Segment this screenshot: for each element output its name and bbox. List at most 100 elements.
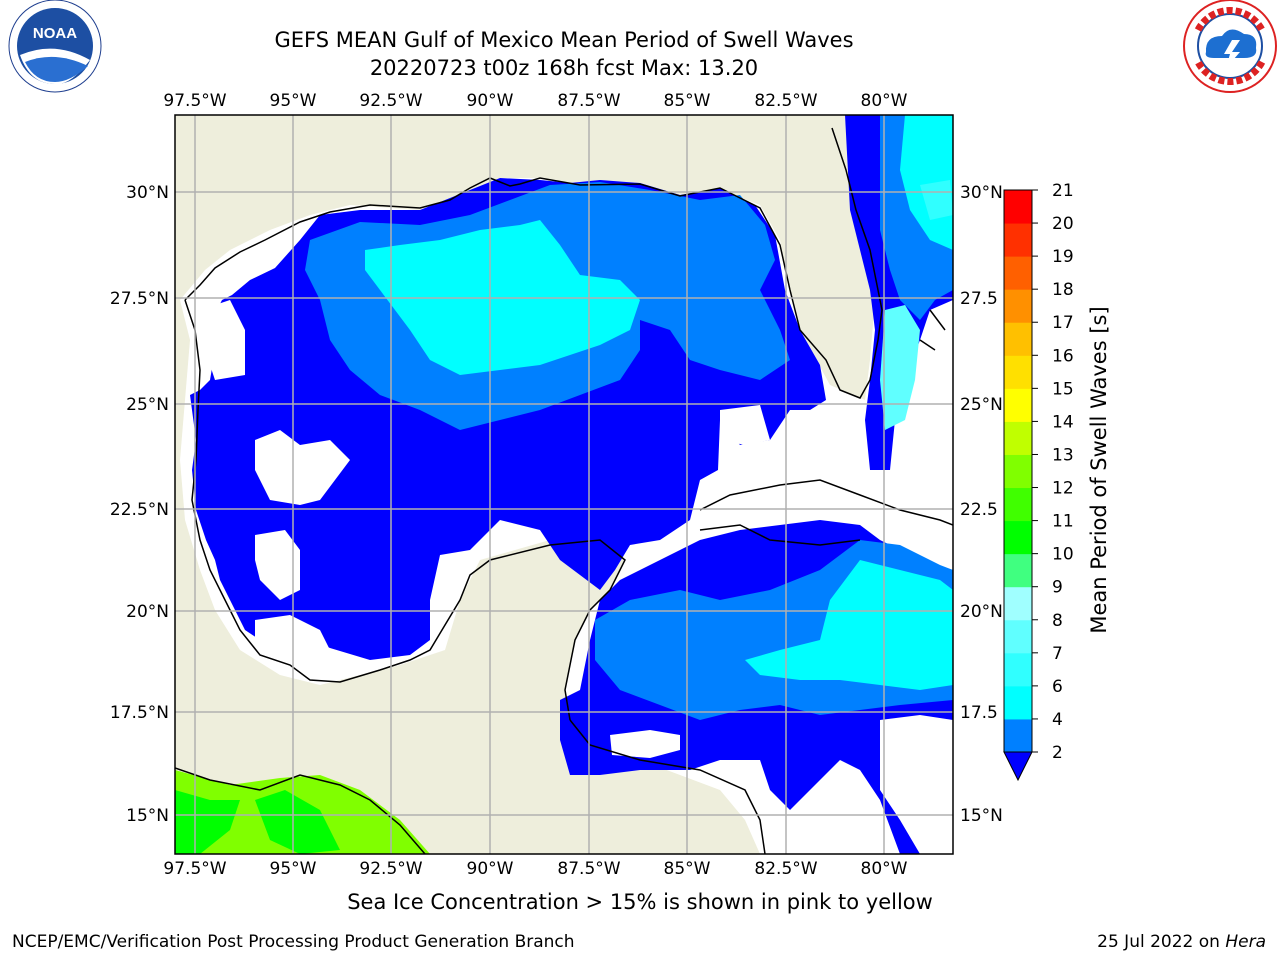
lat-label-left: 25°N: [126, 395, 169, 415]
colorbar-frame: [1003, 189, 1033, 753]
nodata-hole-caribbean-e: [880, 715, 953, 854]
colorbar-tick-label: 2: [1052, 743, 1063, 763]
lat-label-right: 17.5: [960, 703, 998, 723]
swell-pacific-bright-green: [175, 790, 240, 854]
lat-label-left: 30°N: [126, 183, 169, 203]
coast-bahamas: [919, 309, 946, 351]
colorbar-segment: [1004, 388, 1032, 422]
coast-mexico-gulf: [184, 299, 626, 721]
lon-label-bottom: 92.5°W: [359, 859, 422, 879]
lon-label-top: 97.5°W: [163, 91, 226, 111]
colorbar-segment: [1004, 586, 1032, 621]
lon-label-top: 80°W: [861, 91, 908, 111]
colorbar-segment: [1004, 190, 1032, 224]
colorbar-segment: [1004, 454, 1032, 489]
lon-label-top: 95°W: [270, 91, 317, 111]
colorbar-tick-label: 15: [1052, 379, 1074, 399]
lon-label-bottom: 97.5°W: [163, 859, 226, 879]
colorbar-tick-label: 8: [1052, 611, 1063, 631]
colorbar-segment: [1004, 619, 1032, 654]
nodata-hole-caribbean: [610, 730, 680, 758]
colorbar-tick-label: 14: [1052, 412, 1074, 432]
lon-label-top: 92.5°W: [359, 91, 422, 111]
lat-label-right: 30°N: [960, 183, 1003, 203]
footer-credit: NCEP/EMC/Verification Post Processing Pr…: [12, 932, 575, 952]
lat-label-right: 20°N: [960, 602, 1003, 622]
swell-6to7-florida-keys: [880, 305, 920, 430]
coast-us-gulf: [184, 127, 883, 399]
colorbar-segment: [1004, 223, 1032, 257]
colorbar-segment: [1004, 289, 1032, 323]
swell-6to7-caribbean: [745, 560, 953, 690]
lat-label-right: 15°N: [960, 806, 1003, 826]
noaa-logo: NOAA: [8, 0, 102, 93]
colorbar-tick-label: 20: [1052, 214, 1074, 234]
chart-subtitle: 20220723 t00z 168h fcst Max: 13.20: [369, 56, 759, 80]
nws-logo: [1183, 0, 1277, 93]
colorbar-tick-label: 7: [1052, 644, 1063, 664]
swell-7to8-atlantic: [920, 180, 953, 220]
colorbar-segment: [1004, 652, 1032, 687]
chart-title: GEFS MEAN Gulf of Mexico Mean Period of …: [274, 28, 854, 52]
colorbar-tick-label: 21: [1052, 181, 1074, 201]
coastlines: [175, 127, 953, 854]
colorbar-tick-label: 13: [1052, 445, 1074, 465]
colorbar-segment: [1004, 718, 1032, 753]
colorbar-tick-label: 11: [1052, 512, 1074, 532]
footer-date: 25 Jul 2022 on Hera: [1097, 932, 1266, 952]
map-grid: [175, 115, 953, 854]
lon-label-bottom: 87.5°W: [557, 859, 620, 879]
colorbar-tick-label: 19: [1052, 247, 1074, 267]
colorbar-segment: [1004, 355, 1032, 389]
colorbar-tick-label: 12: [1052, 479, 1074, 499]
map-frame: [174, 114, 954, 855]
coast-cuba-south: [699, 524, 861, 546]
colorbar-segment: [1004, 256, 1032, 290]
colorbar-tick-label: 18: [1052, 280, 1074, 300]
lat-label-right: 27.5: [960, 289, 998, 309]
lat-label-left: 22.5°N: [110, 500, 169, 520]
lon-label-top: 85°W: [664, 91, 711, 111]
colorbar-tick-label: 10: [1052, 545, 1074, 565]
footer-note: Sea Ice Concentration > 15% is shown in …: [347, 890, 933, 914]
colorbar-tick-label: 6: [1052, 677, 1063, 697]
lon-label-top: 90°W: [467, 91, 514, 111]
nodata-hole-se: [720, 405, 770, 445]
lon-label-bottom: 85°W: [664, 859, 711, 879]
nodata-hole-tx: [200, 300, 245, 380]
lon-label-bottom: 80°W: [861, 859, 908, 879]
lat-label-right: 22.5: [960, 500, 998, 520]
coast-pacific: [175, 767, 426, 854]
colorbar-segment: [1004, 685, 1032, 720]
nodata-hole-sw: [255, 530, 300, 600]
lon-label-top: 87.5°W: [557, 91, 620, 111]
colorbar-label: Mean Period of Swell Waves [s]: [1087, 306, 1111, 633]
lon-label-top: 82.5°W: [754, 91, 817, 111]
lon-label-bottom: 95°W: [270, 859, 317, 879]
colorbar-segment: [1004, 553, 1032, 588]
lat-label-right: 25°N: [960, 395, 1003, 415]
footer-host: Hera: [1225, 932, 1266, 952]
footer-date-text: 25 Jul 2022 on: [1097, 932, 1226, 952]
colorbar-tick-label: 17: [1052, 313, 1074, 333]
colorbar-segment: [1004, 520, 1032, 555]
nodata-hole-west: [255, 430, 350, 505]
map-area: [175, 115, 953, 854]
colorbar-segment: [1004, 421, 1032, 455]
lat-label-left: 27.5°N: [110, 289, 169, 309]
lat-label-left: 17.5°N: [110, 703, 169, 723]
lon-label-bottom: 90°W: [467, 859, 514, 879]
swell-pacific-bright-green-2: [255, 790, 340, 854]
lat-label-left: 15°N: [126, 806, 169, 826]
lon-label-bottom: 82.5°W: [754, 859, 817, 879]
coast-central-america: [569, 719, 766, 854]
colorbar-tick-label: 9: [1052, 578, 1063, 598]
lat-label-left: 20°N: [126, 602, 169, 622]
coast-cuba: [699, 479, 953, 526]
colorbar-segment: [1004, 487, 1032, 522]
colorbar-segment: [1004, 322, 1032, 356]
colorbar: 2 4 6 7 8 9 10 11 12 13 14 15 16 17 18 19 20 21: [1003, 181, 1074, 782]
colorbar-tick-label: 4: [1052, 710, 1063, 730]
colorbar-tick-label: 16: [1052, 346, 1074, 366]
